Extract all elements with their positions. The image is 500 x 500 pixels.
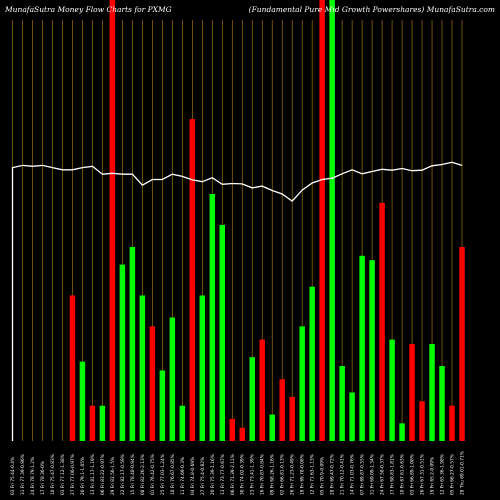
volume-bars xyxy=(69,0,465,441)
x-tick-label: 28 Thu 69.01-0.71% xyxy=(460,451,466,495)
x-tick-label: 02 Fri 66.81-0.13% xyxy=(280,454,286,495)
x-tick-label: 19 Fri 65.2-0.09% xyxy=(430,457,436,495)
x-tick-label: 27 Fri 75.4-0.82% xyxy=(200,457,206,495)
volume-bar xyxy=(209,194,216,441)
x-axis-tick-labels: 03 Fri 75.44-0.4% 31 Fri 77.39-0.96% 24 Fr… xyxy=(10,451,466,495)
x-tick-label: 05 Fri 70.9-0.09% xyxy=(320,457,326,495)
x-tick-label: 20 Fri 75.39-1.16% xyxy=(210,454,216,495)
volume-bar xyxy=(299,326,305,441)
x-tick-label: 15 Fri 78.48-0.94% xyxy=(130,454,136,495)
volume-bar xyxy=(199,295,206,441)
volume-bar xyxy=(289,396,295,441)
x-tick-label: 03 Fri 77.12-1.38% xyxy=(60,454,66,495)
x-tick-label: 31 Fri 69.09-1.34% xyxy=(370,454,376,495)
header-left: MunafaSutra Money Flow Charts for PXMG xyxy=(4,5,172,14)
volume-bar xyxy=(159,370,166,441)
x-tick-label: 05 Fri 66.27-0.57% xyxy=(450,454,456,495)
x-tick-label: 24 Fri 67.58-0.37% xyxy=(380,454,386,495)
volume-bar xyxy=(379,202,385,441)
volume-bar xyxy=(279,379,285,441)
x-tick-label: 06 Fri 83.22-0.97% xyxy=(100,454,106,495)
x-tick-label: 22 Fri 82.17-0.59% xyxy=(120,454,126,495)
x-tick-label: 11 Fri 74.69-0.3% xyxy=(180,457,186,495)
x-tick-label: 21 Fri 70.12-0.41% xyxy=(340,454,346,495)
volume-bar xyxy=(69,295,76,441)
header-right: (Fundamental Pure Mid Growth Powershares… xyxy=(249,5,495,14)
volume-bar xyxy=(219,224,226,441)
volume-bar xyxy=(439,366,445,441)
volume-bar xyxy=(329,0,335,441)
volume-bar xyxy=(249,357,255,441)
x-tick-label: 31 Fri 77.39-0.96% xyxy=(20,454,26,495)
volume-bar xyxy=(149,326,156,441)
x-tick-label: 27 Fri 77.06-0.97% xyxy=(70,454,76,495)
volume-bar xyxy=(239,427,245,441)
x-tick-label: 10 Fri 75.47-0.83% xyxy=(50,454,56,495)
x-tick-label: 04 Fri 74.8-0.69% xyxy=(190,457,196,495)
volume-bar xyxy=(459,246,465,441)
volume-bar xyxy=(419,401,425,441)
volume-bar xyxy=(359,255,365,441)
volume-bar xyxy=(349,392,355,441)
volume-bar xyxy=(319,0,325,441)
x-tick-label: 12 Fri 65.36-1.98% xyxy=(440,454,446,495)
x-tick-label: 20 Fri 79.1-1.05% xyxy=(80,457,86,495)
volume-bar xyxy=(389,339,395,441)
volume-bar xyxy=(429,343,435,441)
x-tick-label: 16 Fri 70.87-0.84% xyxy=(260,454,266,495)
volume-bar xyxy=(109,0,116,441)
x-tick-label: 13 Fri 81.17-1.19% xyxy=(90,454,96,495)
volume-bar xyxy=(229,418,236,441)
x-tick-label: 29 Fri 82.56-1.5% xyxy=(110,457,116,495)
volume-bar xyxy=(189,119,196,441)
x-tick-label: 24 Fri 78.79-1.2% xyxy=(30,457,36,495)
x-tick-label: 13 Fri 73.77-0.67% xyxy=(220,454,226,495)
volume-bar xyxy=(309,286,315,441)
x-tick-label: 30 Fri 74.02-0.39% xyxy=(240,454,246,495)
x-tick-label: 25 Fri 77.03-1.24% xyxy=(160,454,166,495)
price-line xyxy=(11,161,463,441)
volume-bar xyxy=(169,317,176,441)
x-tick-label: 03 Fri 75.44-0.4% xyxy=(10,457,16,495)
x-tick-label: 26 Fri 71.23-0.49% xyxy=(290,454,296,495)
volume-bar xyxy=(119,264,126,441)
volume-bar xyxy=(409,343,415,441)
x-tick-label: 03 Fri 66.89-1.08% xyxy=(410,454,416,495)
x-tick-label: 28 Fri 69.47-0.72% xyxy=(330,454,336,495)
volume-bar xyxy=(89,405,96,441)
volume-bar xyxy=(369,260,375,441)
x-tick-label: 14 Fri 71.03-0.76% xyxy=(350,454,356,495)
x-tick-label: 18 Fri 76.67-0.85% xyxy=(170,454,176,495)
x-tick-label: 06 Fri 71.39-2.11% xyxy=(230,454,236,495)
volume-bar xyxy=(79,361,86,441)
x-tick-label: 26 Fri 67.31-0.51% xyxy=(420,454,426,495)
volume-bar xyxy=(179,405,186,441)
x-tick-label: 19 Fri 69.78-0.08% xyxy=(300,454,306,495)
volume-bar xyxy=(399,423,405,441)
x-tick-label: 09 Fri 68.26-1.16% xyxy=(270,454,276,495)
x-tick-label: 12 Fri 71.63-1.13% xyxy=(310,454,316,495)
x-tick-label: 07 Fri 69.87-0.55% xyxy=(360,454,366,495)
x-tick-label: 23 Fri 73.41-1.39% xyxy=(250,454,256,495)
volume-bar xyxy=(269,414,275,441)
volume-bar xyxy=(139,295,146,441)
volume-bar xyxy=(99,405,106,441)
x-tick-label: 10 Fri 67.61-0.63% xyxy=(400,454,406,495)
volume-bar xyxy=(449,405,455,441)
volume-bar xyxy=(259,339,265,441)
x-tick-label: 17 Fri 68.83-1.81% xyxy=(390,454,396,495)
x-tick-label: 17 Fri 78.36-0% xyxy=(40,461,46,495)
x-tick-label: 08 Fri 82.26-2.13% xyxy=(140,454,146,495)
volume-bar xyxy=(129,246,136,441)
x-tick-label: 01 Fri 76.42-0.75% xyxy=(150,454,156,495)
volume-bar xyxy=(339,366,345,441)
